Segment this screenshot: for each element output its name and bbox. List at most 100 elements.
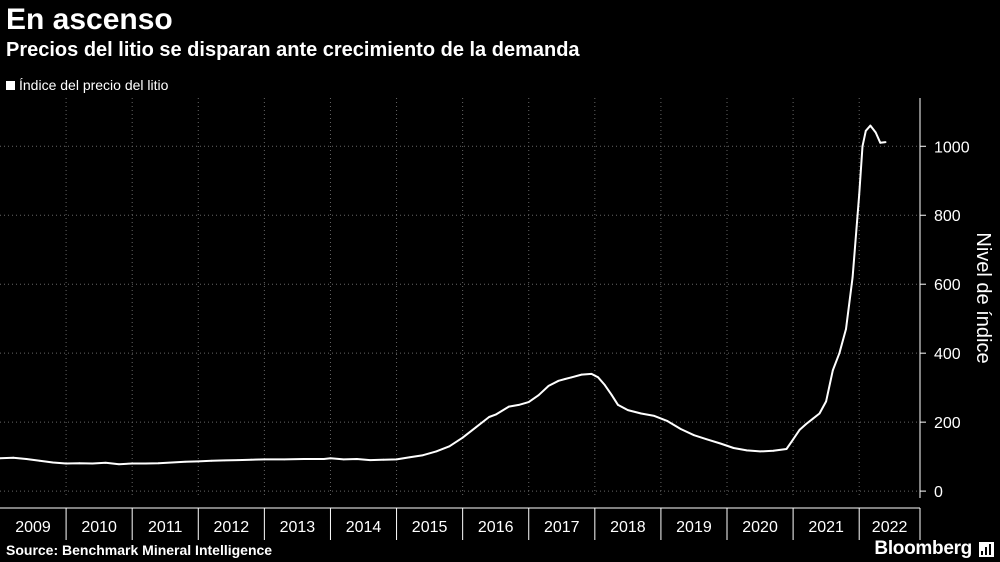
data-point: [858, 193, 861, 196]
data-point: [679, 428, 682, 430]
data-point: [851, 276, 854, 279]
legend: Índice del precio del litio: [6, 76, 168, 94]
data-point: [564, 378, 566, 380]
x-tick-label: 2009: [15, 519, 51, 536]
data-point: [884, 141, 887, 144]
data-point: [879, 141, 882, 144]
data-point: [91, 462, 94, 465]
data-point: [223, 459, 226, 462]
y-tick-label: 800: [934, 208, 961, 225]
data-point: [170, 461, 173, 464]
bloomberg-chart-icon: [979, 542, 994, 557]
x-tick-label: 2017: [544, 519, 580, 536]
data-point: [580, 373, 583, 376]
brand-logo: Bloomberg: [874, 538, 972, 559]
data-point: [131, 462, 134, 465]
data-point: [408, 456, 411, 459]
data-point: [508, 405, 510, 408]
data-point: [693, 434, 695, 437]
data-point: [303, 458, 305, 460]
data-point: [517, 404, 520, 406]
chart-subtitle: Precios del litio se disparan ante creci…: [6, 39, 580, 61]
data-point: [818, 412, 821, 415]
x-tick-label: 2014: [346, 519, 382, 536]
data-point: [527, 401, 530, 403]
data-point: [537, 394, 540, 397]
data-point: [369, 459, 371, 461]
data-point: [719, 442, 722, 445]
data-point: [627, 409, 629, 411]
x-tick-label: 2015: [412, 519, 448, 536]
data-point: [461, 436, 464, 439]
data-point: [329, 457, 332, 460]
data-point: [869, 124, 872, 127]
data-point: [603, 384, 606, 386]
data-point: [157, 462, 160, 465]
data-point: [104, 461, 107, 464]
data-point: [557, 379, 560, 382]
data-point: [874, 131, 877, 134]
data-point: [342, 458, 345, 461]
x-tick-label: 2016: [478, 519, 514, 536]
data-point: [570, 376, 573, 379]
data-point: [323, 458, 325, 460]
x-tick-label: 2019: [676, 519, 712, 536]
legend-label: Índice del precio del litio: [19, 77, 169, 93]
data-point: [448, 445, 451, 448]
data-point: [382, 458, 385, 461]
data-point: [785, 448, 788, 450]
x-tick-label: 2013: [280, 519, 316, 536]
data-point: [422, 454, 424, 457]
data-point: [864, 129, 867, 132]
y-tick-label: 200: [934, 415, 961, 432]
series-line: [0, 124, 886, 466]
y-tick-label: 400: [934, 346, 961, 363]
data-point: [759, 450, 761, 453]
data-point: [798, 428, 801, 431]
data-point: [197, 460, 200, 463]
data-point: [838, 352, 841, 355]
x-tick-label: 2018: [610, 519, 646, 536]
data-point: [706, 438, 709, 441]
x-tick-label: 2020: [742, 519, 778, 536]
data-point: [745, 449, 748, 452]
data-point: [52, 461, 54, 464]
data-point: [590, 373, 593, 375]
data-point: [65, 462, 67, 465]
x-tick-label: 2010: [81, 519, 117, 536]
data-point: [250, 458, 253, 461]
data-point: [38, 459, 41, 462]
data-point: [640, 412, 642, 415]
data-point: [772, 449, 775, 452]
series-group: [0, 124, 887, 466]
data-point: [831, 369, 834, 372]
data-point: [0, 457, 1, 460]
data-point: [732, 447, 735, 449]
data-point: [488, 416, 490, 418]
source-note: Source: Benchmark Mineral Intelligence: [6, 542, 273, 558]
data-point: [283, 458, 286, 461]
x-tick-label: 2012: [214, 519, 250, 536]
data-point: [610, 393, 613, 396]
data-point: [237, 459, 239, 461]
data-point: [653, 415, 656, 417]
data-point: [666, 420, 669, 422]
y-tick-label: 600: [934, 277, 961, 294]
data-point: [825, 400, 827, 403]
data-point: [263, 458, 266, 461]
data-point: [356, 458, 358, 460]
data-point: [435, 450, 438, 453]
x-tick-label: 2021: [808, 519, 844, 536]
data-point: [395, 458, 398, 461]
data-point: [210, 459, 213, 462]
data-point: [617, 404, 619, 406]
data-point: [597, 376, 599, 379]
data-point: [184, 460, 187, 463]
data-point: [78, 462, 81, 465]
data-point: [805, 423, 808, 425]
data-point: [861, 145, 864, 148]
data-point: [12, 456, 15, 459]
legend-swatch: [6, 80, 15, 90]
y-tick-label: 0: [934, 484, 943, 501]
